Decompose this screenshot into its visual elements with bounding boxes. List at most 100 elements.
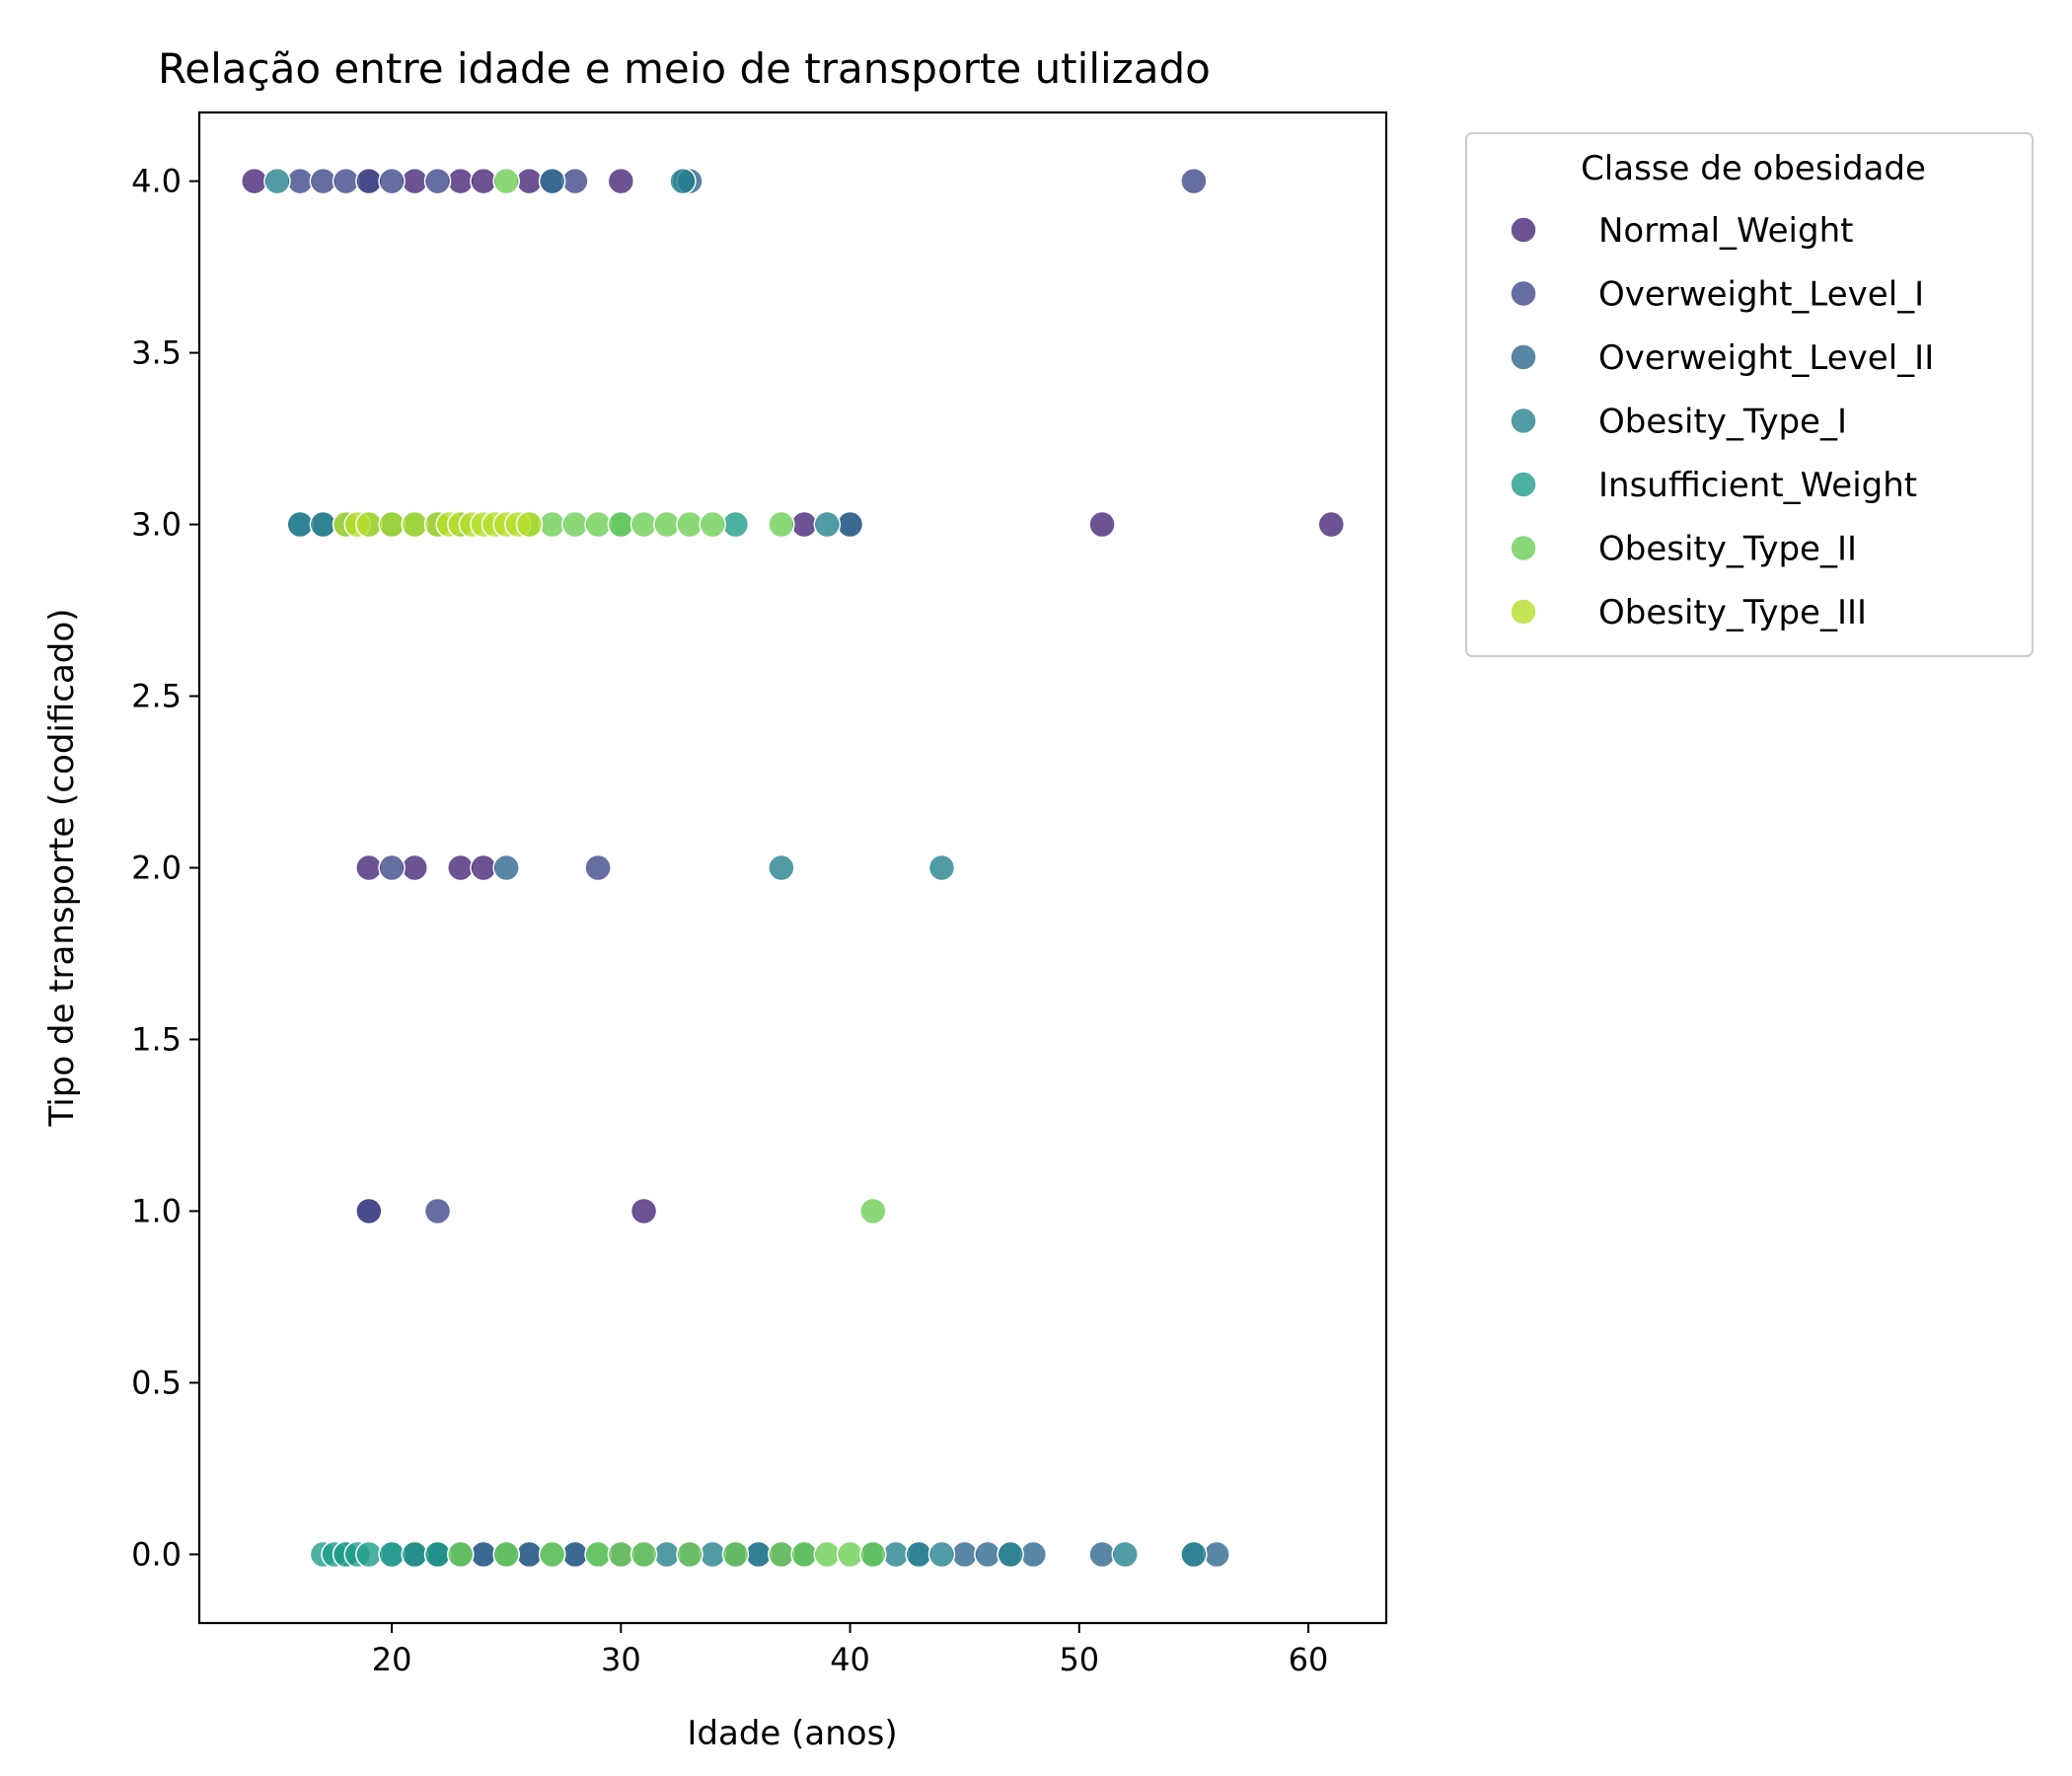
- legend-label: Obesity_Type_II: [1598, 530, 1857, 569]
- scatter-point: [286, 510, 314, 539]
- legend-marker: [1510, 216, 1537, 244]
- scatter-point: [561, 167, 589, 195]
- scatter-point: [905, 1540, 932, 1569]
- scatter-point: [470, 853, 497, 882]
- scatter-point: [332, 167, 360, 195]
- scatter-point: [669, 167, 697, 195]
- scatter-point: [378, 853, 406, 882]
- scatter-point: [744, 1540, 773, 1569]
- x-tick-label: 20: [372, 1641, 412, 1678]
- scatter-point: [561, 510, 589, 539]
- y-tick-label: 3.5: [131, 334, 182, 372]
- scatter-point: [470, 167, 497, 195]
- scatter-point: [768, 1540, 795, 1569]
- scatter-point: [653, 1540, 681, 1569]
- scatter-point: [1088, 1540, 1116, 1569]
- scatter-point: [836, 510, 864, 539]
- scatter-point: [1317, 510, 1346, 539]
- scatter-point: [492, 853, 520, 882]
- legend-marker: [1510, 279, 1537, 308]
- scatter-point: [240, 167, 268, 195]
- scatter-point: [355, 1197, 383, 1225]
- legend-marker: [1510, 343, 1537, 371]
- scatter-point: [423, 1540, 452, 1569]
- y-axis-label: Tipo de transporte (codificado): [42, 609, 82, 1128]
- scatter-point: [1203, 1540, 1230, 1569]
- scatter-point: [927, 1540, 956, 1569]
- scatter-point: [309, 167, 337, 195]
- legend-label: Overweight_Level_II: [1598, 338, 1934, 378]
- scatter-point: [927, 853, 956, 882]
- legend-marker: [1510, 407, 1537, 435]
- y-tick-label: 2.0: [131, 850, 182, 887]
- scatter-point: [378, 510, 406, 539]
- y-tick-label: 1.5: [131, 1020, 182, 1058]
- scatter-point: [492, 167, 520, 195]
- scatter-point: [1019, 1540, 1048, 1569]
- scatter-point: [699, 510, 726, 539]
- scatter-point: [470, 1540, 497, 1569]
- scatter-point: [836, 1540, 864, 1569]
- legend-label: Obesity_Type_III: [1598, 593, 1867, 632]
- x-tick-label: 30: [601, 1641, 641, 1678]
- scatter-point: [1111, 1540, 1139, 1569]
- y-tick-label: 4.0: [131, 163, 182, 200]
- scatter-point: [629, 510, 658, 539]
- scatter-point: [790, 1540, 818, 1569]
- scatter-point: [997, 1540, 1024, 1569]
- scatter-point: [721, 510, 750, 539]
- scatter-points: [240, 167, 1346, 1569]
- legend-items: Normal_Weight Overweight_Level_I Overweigh…: [1510, 211, 1934, 632]
- y-tick-label: 0.5: [131, 1364, 182, 1401]
- scatter-point: [355, 167, 383, 195]
- scatter-point: [950, 1540, 979, 1569]
- scatter-point: [538, 1540, 566, 1569]
- scatter-point: [768, 510, 795, 539]
- scatter-point: [813, 1540, 842, 1569]
- scatter-point: [423, 167, 452, 195]
- scatter-point: [378, 1540, 406, 1569]
- y-axis-ticks: 0.0 0.5 1.0 1.5 2.0 2.5 3.0 3.5 4.0: [131, 163, 199, 1573]
- scatter-point: [721, 1540, 750, 1569]
- scatter-point: [1180, 167, 1208, 195]
- scatter-point: [401, 167, 429, 195]
- scatter-point: [1180, 1540, 1208, 1569]
- scatter-point: [447, 167, 475, 195]
- scatter-point: [401, 1540, 429, 1569]
- legend-label: Obesity_Type_I: [1598, 403, 1847, 442]
- scatter-point: [515, 167, 544, 195]
- legend-label: Normal_Weight: [1598, 211, 1853, 251]
- legend: Classe de obesidade Normal_Weight Overwei…: [1465, 132, 2034, 657]
- scatter-point: [561, 1540, 589, 1569]
- legend-title: Classe de obesidade: [1581, 149, 1926, 188]
- x-tick-label: 40: [830, 1641, 870, 1678]
- x-axis-label: Idade (anos): [687, 1714, 897, 1753]
- scatter-point: [607, 167, 635, 195]
- x-tick-label: 60: [1289, 1641, 1329, 1678]
- legend-frame: [1465, 132, 2034, 657]
- scatter-point: [515, 510, 544, 539]
- legend-marker: [1510, 534, 1537, 562]
- scatter-point: [859, 1197, 887, 1225]
- scatter-point: [607, 1540, 635, 1569]
- scatter-point: [286, 167, 314, 195]
- y-tick-label: 3.0: [131, 506, 182, 544]
- scatter-point: [492, 1540, 520, 1569]
- scatter-point: [974, 1540, 1001, 1569]
- y-tick-label: 1.0: [131, 1192, 182, 1229]
- scatter-point: [676, 510, 703, 539]
- scatter-point: [859, 1540, 887, 1569]
- scatter-point: [447, 1540, 475, 1569]
- legend-label: Insufficient_Weight: [1598, 466, 1917, 505]
- scatter-point: [355, 1540, 383, 1569]
- y-tick-label: 0.0: [131, 1535, 182, 1573]
- scatter-point: [790, 510, 818, 539]
- scatter-point: [629, 1540, 658, 1569]
- scatter-point: [699, 1540, 726, 1569]
- scatter-point: [401, 853, 429, 882]
- scatter-point: [378, 167, 406, 195]
- scatter-point: [584, 853, 612, 882]
- scatter-point: [423, 1197, 452, 1225]
- scatter-point: [768, 853, 795, 882]
- scatter-point: [355, 853, 383, 882]
